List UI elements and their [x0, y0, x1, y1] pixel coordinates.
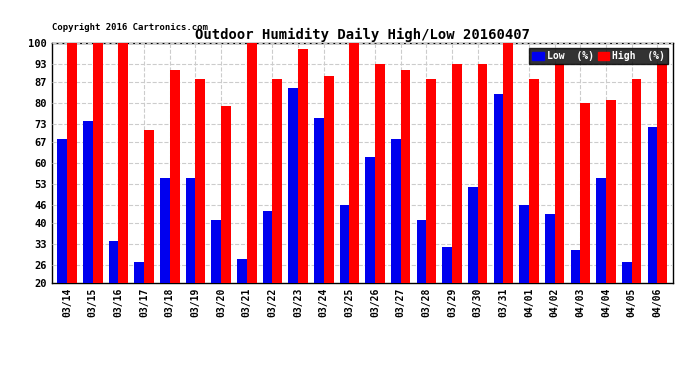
Bar — [221, 106, 231, 283]
Bar — [109, 241, 119, 283]
Bar — [545, 214, 555, 283]
Bar — [93, 43, 103, 283]
Bar — [339, 205, 349, 283]
Bar — [391, 139, 401, 283]
Bar — [504, 43, 513, 283]
Bar — [401, 70, 411, 283]
Title: Outdoor Humidity Daily High/Low 20160407: Outdoor Humidity Daily High/Low 20160407 — [195, 28, 530, 42]
Bar — [288, 88, 298, 283]
Bar — [144, 130, 154, 283]
Legend: Low  (%), High  (%): Low (%), High (%) — [529, 48, 668, 64]
Bar — [314, 118, 324, 283]
Bar — [658, 64, 667, 283]
Bar — [580, 103, 590, 283]
Bar — [324, 76, 333, 283]
Bar — [135, 262, 144, 283]
Bar — [195, 79, 205, 283]
Bar — [67, 43, 77, 283]
Bar — [477, 64, 487, 283]
Bar — [211, 220, 221, 283]
Bar — [571, 250, 580, 283]
Bar — [555, 64, 564, 283]
Bar — [57, 139, 67, 283]
Bar — [631, 79, 642, 283]
Bar — [375, 64, 385, 283]
Bar — [263, 211, 273, 283]
Bar — [442, 247, 452, 283]
Bar — [160, 178, 170, 283]
Bar — [452, 64, 462, 283]
Bar — [247, 43, 257, 283]
Text: Copyright 2016 Cartronics.com: Copyright 2016 Cartronics.com — [52, 23, 208, 32]
Bar — [273, 79, 282, 283]
Bar — [493, 94, 504, 283]
Bar — [237, 259, 247, 283]
Bar — [529, 79, 539, 283]
Bar — [468, 187, 477, 283]
Bar — [349, 43, 359, 283]
Bar — [83, 121, 93, 283]
Bar — [596, 178, 606, 283]
Bar — [426, 79, 436, 283]
Bar — [119, 43, 128, 283]
Bar — [298, 49, 308, 283]
Bar — [365, 157, 375, 283]
Bar — [417, 220, 426, 283]
Bar — [186, 178, 195, 283]
Bar — [648, 127, 658, 283]
Bar — [520, 205, 529, 283]
Bar — [622, 262, 631, 283]
Bar — [606, 100, 615, 283]
Bar — [170, 70, 179, 283]
